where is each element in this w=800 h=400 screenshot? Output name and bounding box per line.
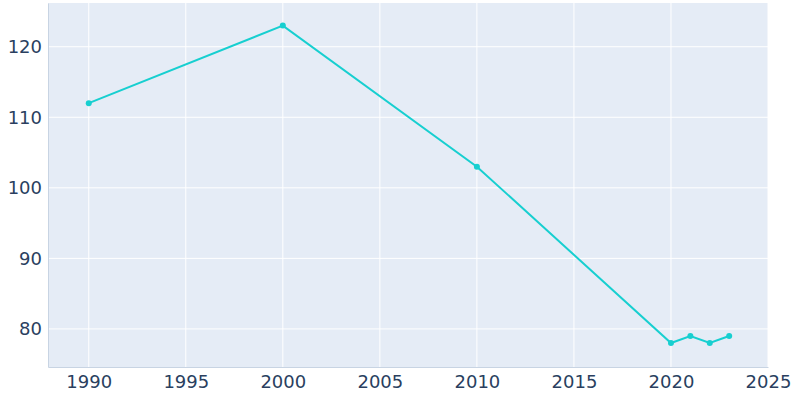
tick: 2005: [357, 367, 403, 392]
grid-line-y: [48, 187, 768, 188]
marker: [726, 333, 732, 339]
tick-label: 2025: [746, 371, 792, 392]
grid-line-y: [48, 46, 768, 47]
chart: 1990 1995 2000 2005 2010 2015 2020 2025 80 90 100 1…: [0, 0, 800, 400]
axis-line: [48, 4, 49, 368]
grid-line-x: [282, 3, 283, 367]
tick-label: 2010: [454, 371, 500, 392]
y-axis: 80 90 100 110 120: [8, 4, 49, 368]
grid: [48, 3, 768, 367]
tick: 2000: [260, 367, 306, 392]
tick: 110: [8, 107, 48, 128]
tick-label: 110: [8, 107, 42, 128]
marker: [687, 333, 693, 339]
tick-label: 2005: [357, 371, 403, 392]
tick: 100: [8, 177, 48, 198]
tick-label: 1990: [66, 371, 112, 392]
marker: [86, 100, 92, 106]
tick-label: 80: [19, 318, 42, 339]
plot: 1990 1995 2000 2005 2010 2015 2020 2025 80 90 100 1…: [8, 3, 792, 392]
tick-label: 2015: [552, 371, 598, 392]
marker: [474, 164, 480, 170]
axis-line: [49, 367, 769, 368]
plot-background: [48, 3, 768, 367]
grid-line-x: [88, 3, 89, 367]
grid-line-x: [379, 3, 380, 367]
marker: [280, 23, 286, 29]
marker: [707, 340, 713, 346]
tick: 2010: [454, 367, 500, 392]
tick-label: 2000: [260, 371, 306, 392]
tick-label: 100: [8, 177, 42, 198]
tick-label: 90: [19, 248, 42, 269]
series: [86, 23, 732, 346]
grid-line-x: [768, 3, 769, 367]
tick-label: 120: [8, 36, 42, 57]
grid-line-x: [185, 3, 186, 367]
grid-line-x: [573, 3, 574, 367]
tick: 120: [8, 36, 48, 57]
tick-label: 1995: [163, 371, 209, 392]
tick-label: 2020: [649, 371, 695, 392]
tick: 2015: [552, 367, 598, 392]
grid-line-y: [48, 328, 768, 329]
tick: 90: [19, 248, 48, 269]
grid-line-y: [48, 258, 768, 259]
tick: 80: [19, 318, 48, 339]
grid-line-x: [476, 3, 477, 367]
grid-line-x: [670, 3, 671, 367]
tick: 1995: [163, 367, 209, 392]
tick: 2020: [649, 367, 695, 392]
x-axis: 1990 1995 2000 2005 2010 2015 2020 2025: [49, 367, 792, 392]
tick: 2025: [746, 367, 792, 392]
marker: [668, 340, 674, 346]
line: [89, 26, 729, 343]
tick: 1990: [66, 367, 112, 392]
